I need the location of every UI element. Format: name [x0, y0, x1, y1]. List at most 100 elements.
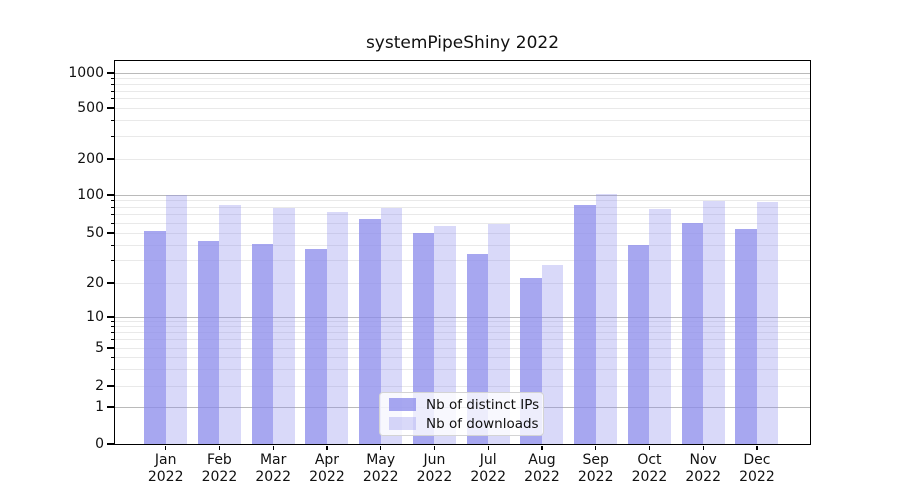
bar-downloads [273, 207, 295, 445]
bar-downloads [219, 204, 241, 445]
gridline-minor [114, 339, 811, 341]
gridline-minor [114, 222, 811, 224]
y-minor-tick [110, 214, 114, 216]
y-minor-tick [110, 321, 114, 323]
y-tick-label: 5 [95, 340, 104, 356]
y-minor-tick [110, 135, 114, 137]
x-tick-label: Jan 2022 [138, 452, 194, 486]
legend-item-downloads: Nb of downloads [380, 416, 543, 432]
y-minor-tick [110, 206, 114, 208]
bar-downloads [165, 195, 188, 445]
x-tick [648, 445, 651, 450]
y-tick-label: 100 [77, 187, 104, 203]
x-tick-month: Jun [423, 452, 446, 468]
y-minor-tick [110, 332, 114, 334]
x-tick [541, 445, 543, 450]
x-tick-month: Feb [207, 452, 232, 468]
bar-downloads [326, 211, 349, 445]
gridline-minor [114, 200, 811, 202]
x-tick-label: May 2022 [353, 452, 409, 486]
x-tick-label: Feb 2022 [191, 452, 247, 486]
gridline-major [114, 72, 811, 74]
x-tick-month: Jul [479, 452, 497, 468]
x-tick-month: Mar [259, 452, 287, 468]
bar-distinct-ips [305, 249, 327, 445]
y-tick [107, 406, 114, 408]
y-tick-label: 20 [86, 275, 104, 291]
gridline-minor [114, 90, 811, 92]
bar-downloads [649, 208, 671, 445]
y-tick [107, 282, 114, 284]
gridline-minor [114, 158, 811, 160]
bar-distinct-ips [627, 245, 650, 445]
y-tick [107, 158, 114, 160]
x-tick-month: Apr [314, 452, 340, 468]
chart-title: systemPipeShiny 2022 [365, 33, 560, 53]
y-tick [107, 316, 114, 318]
legend: Nb of distinct IPs Nb of downloads [379, 392, 544, 436]
bar-distinct-ips [144, 230, 166, 445]
y-minor-tick [110, 356, 114, 358]
legend-label-downloads: Nb of downloads [426, 415, 539, 432]
y-tick-label: 2 [95, 378, 104, 394]
y-minor-tick [110, 83, 114, 85]
x-tick-month: May [366, 452, 396, 468]
x-tick-year: 2022 [685, 469, 721, 485]
gridline-minor [114, 347, 811, 349]
y-minor-tick [110, 90, 114, 92]
x-tick [487, 445, 489, 450]
gridline-minor [114, 206, 811, 208]
x-tick [272, 445, 274, 450]
y-tick [107, 385, 114, 387]
x-tick-label: Oct 2022 [621, 452, 677, 486]
bar-downloads [488, 223, 510, 445]
x-tick-label: Nov 2022 [675, 452, 731, 486]
legend-swatch-downloads [389, 417, 416, 430]
bar-distinct-ips [574, 205, 596, 445]
gridline-minor [114, 260, 811, 262]
x-tick [756, 445, 758, 450]
gridline-minor [114, 135, 811, 137]
gridline-minor [114, 244, 811, 246]
y-minor-tick [110, 77, 114, 79]
x-tick-month: Jan [154, 452, 177, 468]
x-tick-year: 2022 [309, 469, 345, 485]
y-tick [107, 232, 114, 234]
bar-downloads [541, 264, 564, 445]
x-tick-label: Mar 2022 [245, 452, 301, 486]
x-tick-year: 2022 [631, 469, 668, 485]
x-tick [702, 445, 704, 450]
legend-label-distinct-ips: Nb of distinct IPs [426, 396, 540, 413]
bar-downloads [703, 201, 725, 445]
gridline-minor [114, 368, 811, 370]
x-tick-year: 2022 [416, 469, 453, 485]
x-tick-label: Aug 2022 [514, 452, 570, 486]
y-minor-tick [110, 98, 114, 100]
gridline-minor [114, 232, 811, 234]
y-tick [107, 72, 114, 74]
gridline-minor [114, 119, 811, 121]
y-tick-label: 1000 [68, 65, 104, 81]
y-tick [107, 347, 114, 349]
bar-distinct-ips [251, 243, 274, 445]
gridline-minor [114, 107, 811, 109]
y-minor-tick [110, 260, 114, 262]
bar-downloads [756, 202, 779, 445]
y-minor-tick [110, 339, 114, 341]
x-tick [433, 445, 436, 450]
gridline-minor [114, 214, 811, 216]
y-tick-label: 50 [86, 225, 104, 241]
y-minor-tick [110, 222, 114, 224]
y-minor-tick [110, 368, 114, 370]
x-tick-year: 2022 [201, 469, 238, 485]
gridline-minor [114, 326, 811, 328]
y-tick-label: 0 [95, 436, 104, 452]
y-tick-label: 200 [77, 151, 104, 167]
legend-item-distinct-ips: Nb of distinct IPs [380, 397, 543, 413]
x-tick-label: Jun 2022 [406, 452, 462, 486]
x-tick [595, 445, 597, 450]
gridline-major [114, 316, 811, 318]
x-tick [218, 445, 221, 450]
gridline-minor [114, 83, 811, 85]
